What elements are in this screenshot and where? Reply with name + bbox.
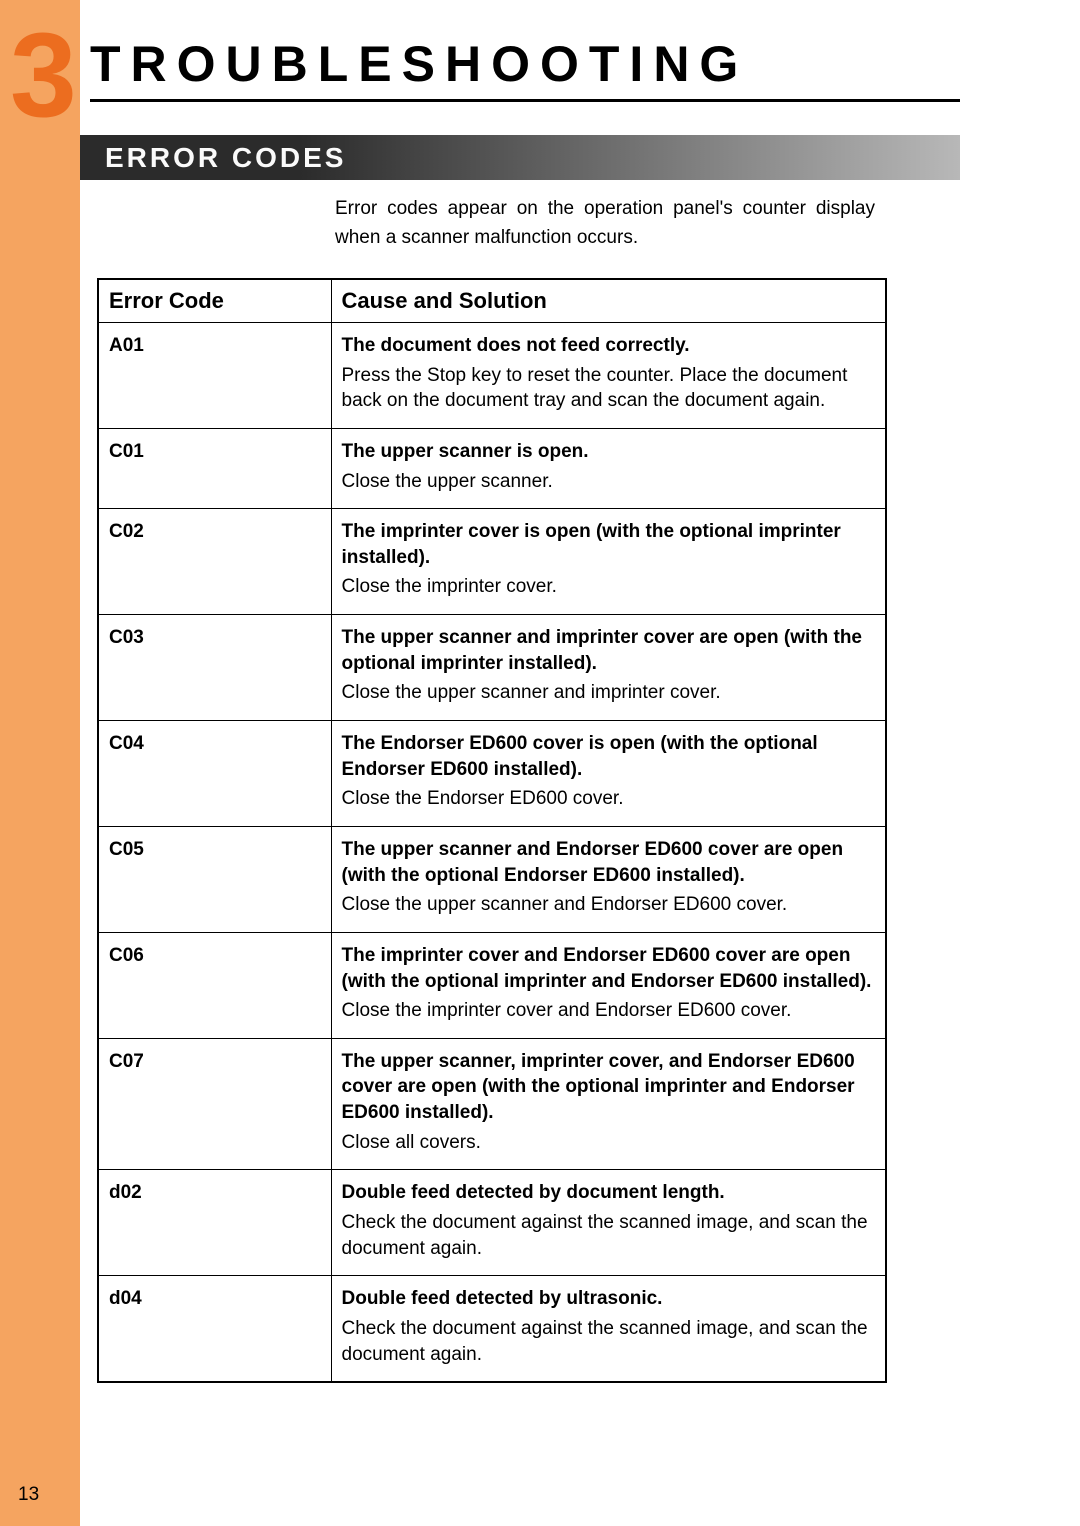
cause-text: The upper scanner and imprinter cover ar…	[342, 625, 876, 676]
cause-solution-cell: The document does not feed correctly. Pre…	[331, 323, 886, 429]
cause-solution-cell: The upper scanner and imprinter cover ar…	[331, 615, 886, 721]
header-error-code: Error Code	[98, 279, 331, 323]
solution-text: Close the upper scanner and Endorser ED6…	[342, 892, 876, 918]
header-cause-solution: Cause and Solution	[331, 279, 886, 323]
cause-text: Double feed detected by document length.	[342, 1180, 876, 1206]
cause-text: The upper scanner and Endorser ED600 cov…	[342, 837, 876, 888]
solution-text: Close the upper scanner.	[342, 469, 876, 495]
cause-solution-cell: The Endorser ED600 cover is open (with t…	[331, 721, 886, 827]
error-code-cell: d02	[98, 1170, 331, 1276]
chapter-number: 3	[10, 15, 77, 135]
error-code-cell: C07	[98, 1038, 331, 1170]
error-code-cell: A01	[98, 323, 331, 429]
error-code-cell: C04	[98, 721, 331, 827]
chapter-title: TROUBLESHOOTING	[90, 35, 960, 102]
cause-text: The document does not feed correctly.	[342, 333, 876, 359]
cause-text: The imprinter cover and Endorser ED600 c…	[342, 943, 876, 994]
error-code-cell: C01	[98, 428, 331, 508]
solution-text: Press the Stop key to reset the counter.…	[342, 363, 876, 414]
table-row: A01The document does not feed correctly.…	[98, 323, 886, 429]
page-number: 13	[18, 1484, 39, 1506]
cause-text: The Endorser ED600 cover is open (with t…	[342, 731, 876, 782]
cause-text: The imprinter cover is open (with the op…	[342, 519, 876, 570]
table-header-row: Error Code Cause and Solution	[98, 279, 886, 323]
solution-text: Close the Endorser ED600 cover.	[342, 786, 876, 812]
table-row: C07The upper scanner, imprinter cover, a…	[98, 1038, 886, 1170]
section-banner: ERROR CODES	[80, 135, 960, 180]
sidebar-stripe	[0, 0, 80, 1526]
cause-solution-cell: Double feed detected by document length.…	[331, 1170, 886, 1276]
cause-solution-cell: Double feed detected by ultrasonic. Check…	[331, 1276, 886, 1382]
table-row: C04The Endorser ED600 cover is open (wit…	[98, 721, 886, 827]
solution-text: Close the imprinter cover.	[342, 574, 876, 600]
error-code-cell: d04	[98, 1276, 331, 1382]
table-row: C06The imprinter cover and Endorser ED60…	[98, 932, 886, 1038]
solution-text: Close all covers.	[342, 1130, 876, 1156]
cause-solution-cell: The upper scanner and Endorser ED600 cov…	[331, 826, 886, 932]
cause-text: The upper scanner, imprinter cover, and …	[342, 1049, 876, 1126]
error-code-cell: C02	[98, 509, 331, 615]
error-code-cell: C06	[98, 932, 331, 1038]
cause-solution-cell: The upper scanner, imprinter cover, and …	[331, 1038, 886, 1170]
cause-text: The upper scanner is open.	[342, 439, 876, 465]
solution-text: Check the document against the scanned i…	[342, 1316, 876, 1367]
intro-paragraph: Error codes appear on the operation pane…	[335, 195, 875, 252]
solution-text: Check the document against the scanned i…	[342, 1210, 876, 1261]
table-row: C02The imprinter cover is open (with the…	[98, 509, 886, 615]
error-code-cell: C03	[98, 615, 331, 721]
table-row: C01 The upper scanner is open. Close the u…	[98, 428, 886, 508]
table-row: C03The upper scanner and imprinter cover…	[98, 615, 886, 721]
error-code-table: Error Code Cause and Solution A01The doc…	[97, 278, 887, 1383]
table-row: d04 Double feed detected by ultrasonic. Ch…	[98, 1276, 886, 1382]
solution-text: Close the upper scanner and imprinter co…	[342, 680, 876, 706]
cause-text: Double feed detected by ultrasonic.	[342, 1286, 876, 1312]
cause-solution-cell: The imprinter cover and Endorser ED600 c…	[331, 932, 886, 1038]
cause-solution-cell: The imprinter cover is open (with the op…	[331, 509, 886, 615]
error-code-cell: C05	[98, 826, 331, 932]
table-row: C05The upper scanner and Endorser ED600 …	[98, 826, 886, 932]
table-row: d02Double feed detected by document leng…	[98, 1170, 886, 1276]
cause-solution-cell: The upper scanner is open. Close the uppe…	[331, 428, 886, 508]
solution-text: Close the imprinter cover and Endorser E…	[342, 998, 876, 1024]
